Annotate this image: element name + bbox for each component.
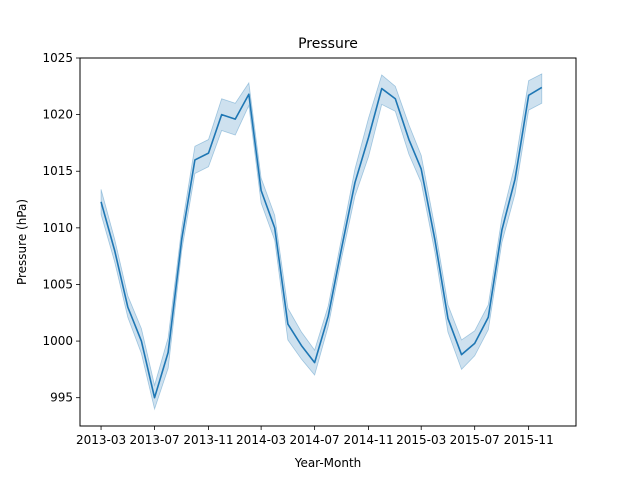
x-axis-label: Year-Month bbox=[294, 456, 362, 470]
y-tick-label: 1015 bbox=[42, 164, 73, 178]
confidence-band bbox=[100, 73, 543, 411]
y-tick-label: 995 bbox=[50, 391, 73, 405]
x-tick-label: 2014-03 bbox=[236, 433, 286, 447]
axes-frame bbox=[79, 57, 577, 427]
x-tick-label: 2013-07 bbox=[129, 433, 179, 447]
y-tick-label: 1020 bbox=[42, 108, 73, 122]
y-axis-label: Pressure (hPa) bbox=[15, 199, 29, 285]
x-tick-label: 2014-11 bbox=[343, 433, 393, 447]
y-tick-label: 1000 bbox=[42, 334, 73, 348]
y-tick-label: 1010 bbox=[42, 221, 73, 235]
y-axis: 995 1000 1005 1010 1015 1020 1025 bbox=[42, 51, 80, 405]
chart-title: Pressure bbox=[298, 36, 358, 52]
y-tick-label: 1025 bbox=[42, 51, 73, 65]
x-tick-label: 2014-07 bbox=[290, 433, 340, 447]
x-tick-label: 2013-03 bbox=[76, 433, 126, 447]
x-tick-label: 2013-11 bbox=[183, 433, 233, 447]
x-tick-label: 2015-11 bbox=[504, 433, 554, 447]
plot-area bbox=[100, 73, 543, 411]
x-tick-label: 2015-03 bbox=[396, 433, 446, 447]
y-tick-label: 1005 bbox=[42, 277, 73, 291]
x-axis: 2013-03 2013-07 2013-11 2014-03 2014-07 2014-… bbox=[76, 426, 554, 447]
pressure-series-line bbox=[100, 86, 543, 399]
x-tick-label: 2015-07 bbox=[450, 433, 500, 447]
